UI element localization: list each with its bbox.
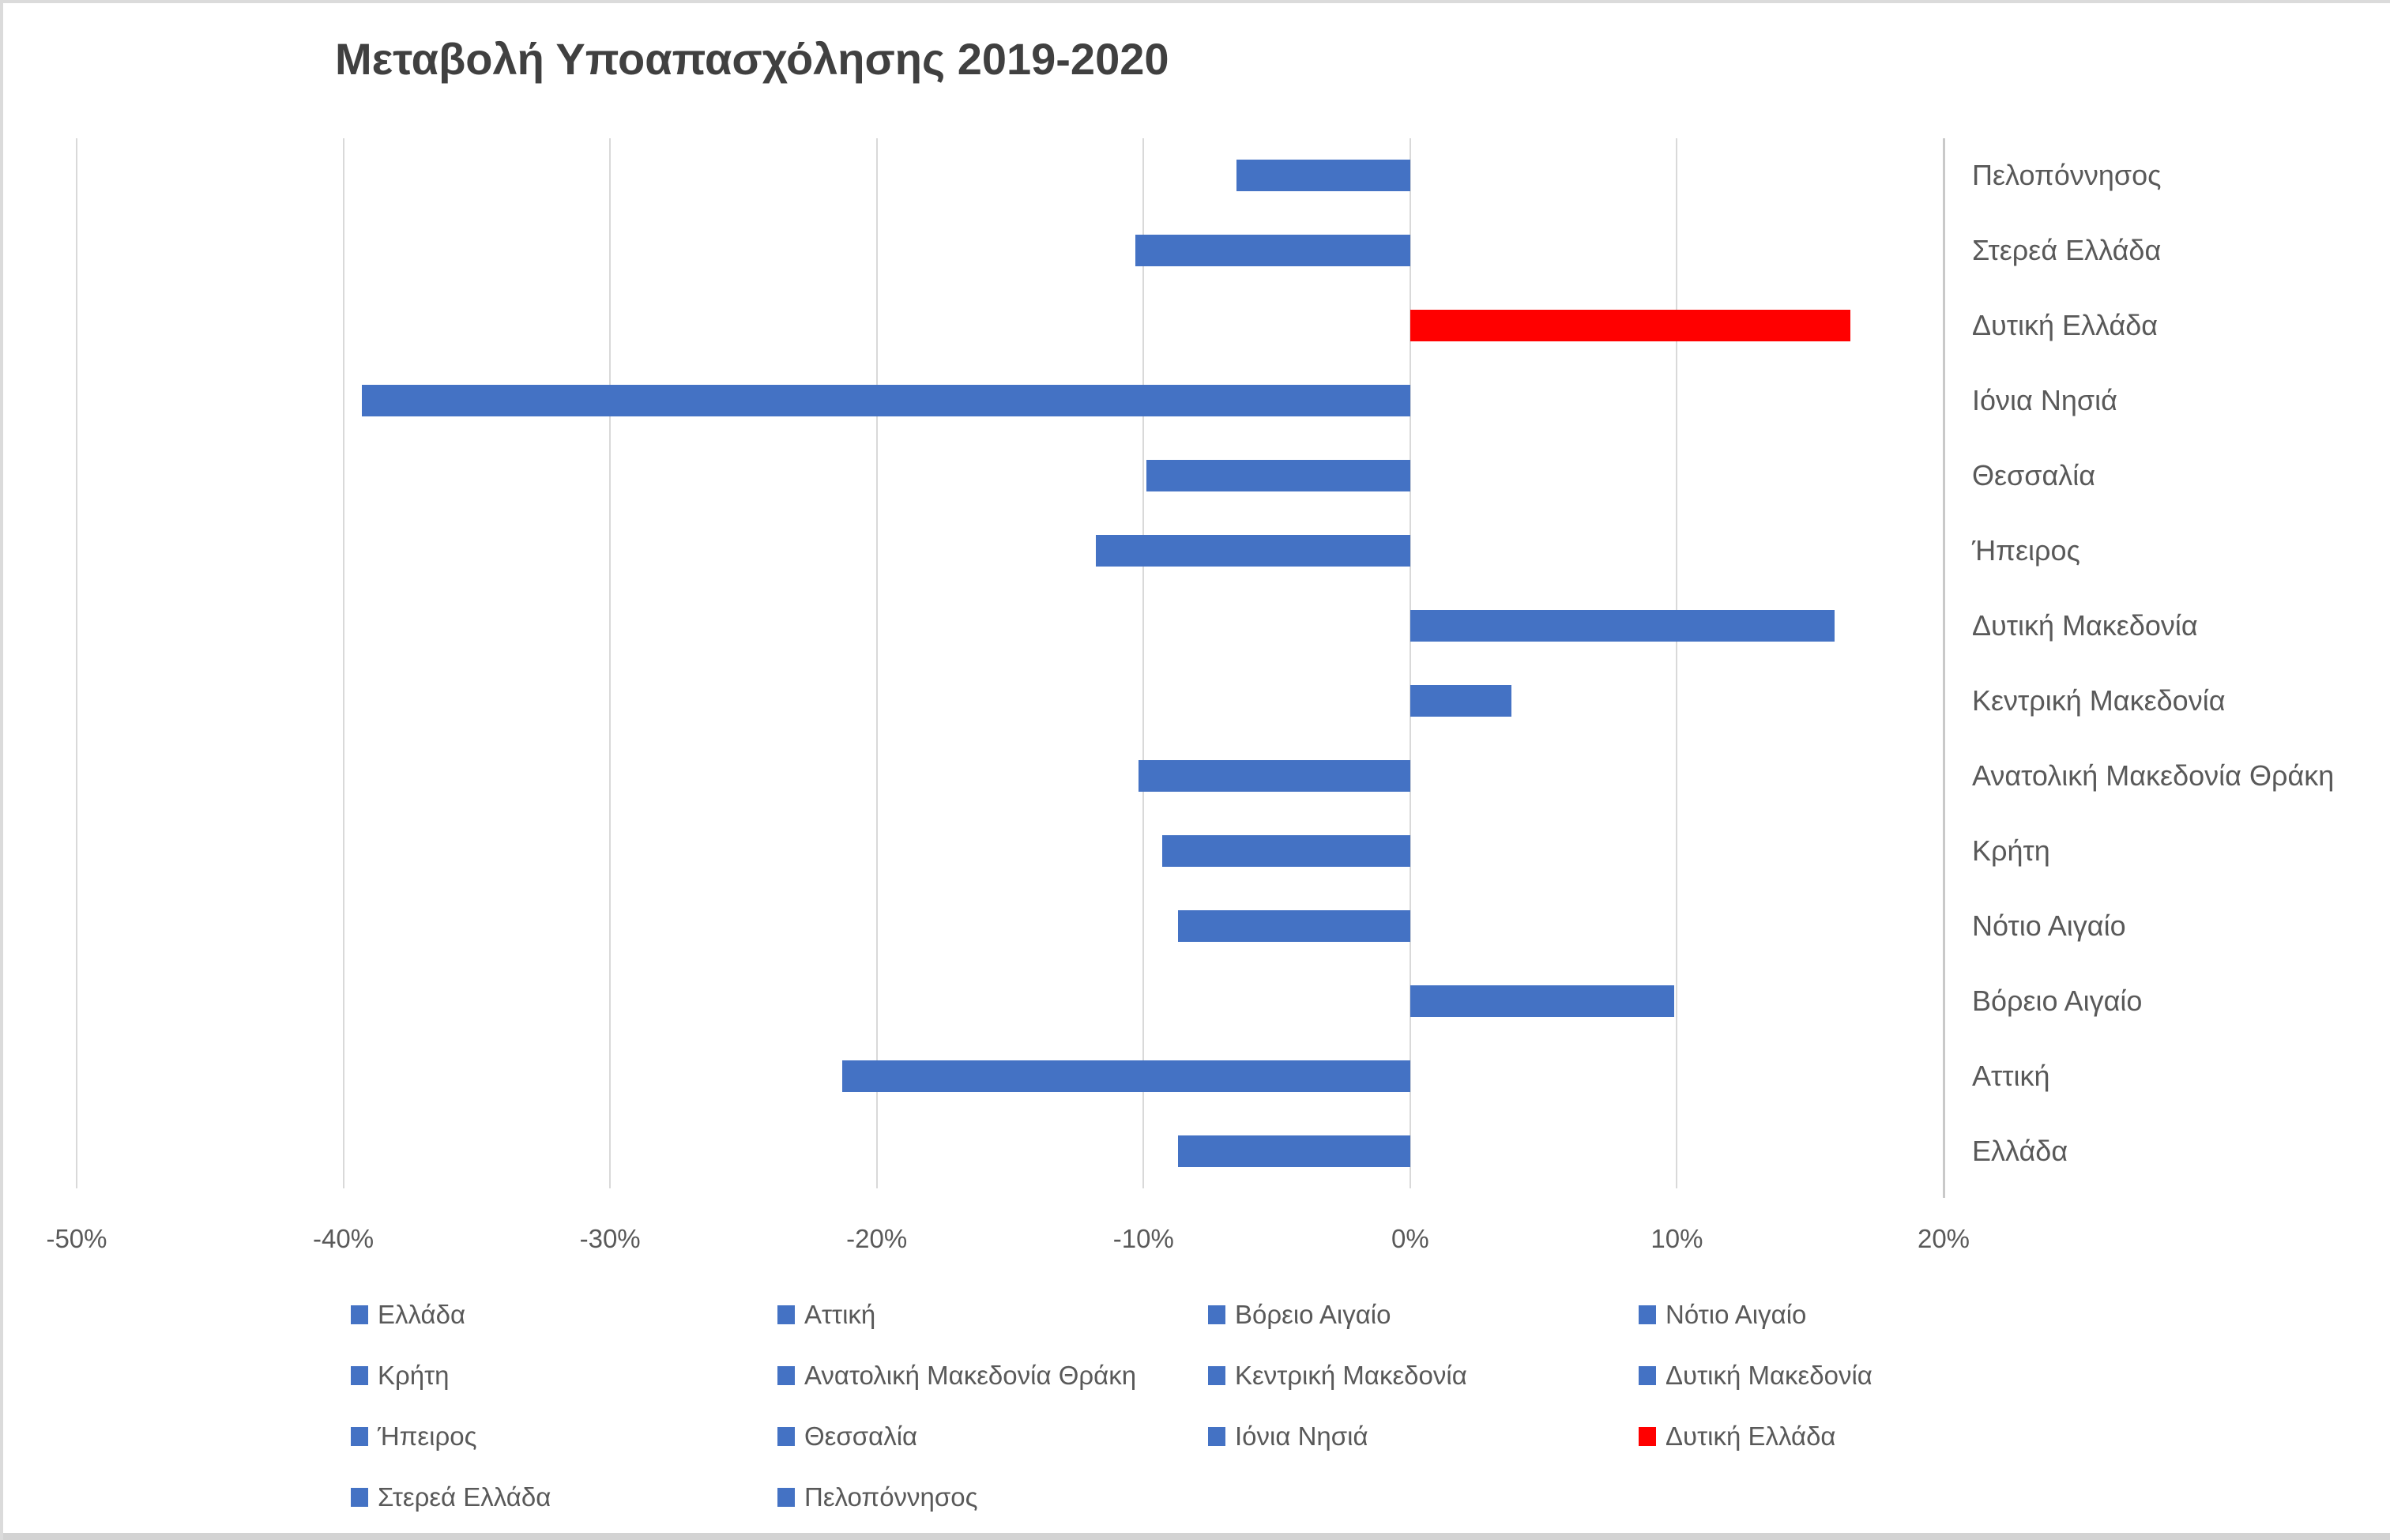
legend-swatch-icon [351, 1427, 368, 1446]
legend-swatch-icon [351, 1488, 368, 1507]
legend-item-Ελλάδα[interactable]: Ελλάδα [351, 1297, 465, 1332]
gridline--50% [76, 138, 77, 1188]
category-label: Ανατολική Μακεδονία Θράκη [1972, 759, 2335, 792]
legend-label: Ανατολική Μακεδονία Θράκη [804, 1361, 1137, 1390]
x-tick-label: -30% [579, 1224, 641, 1253]
legend-item-Δυτική Ελλάδα[interactable]: Δυτική Ελλάδα [1639, 1419, 1836, 1454]
legend-label: Αττική [804, 1300, 876, 1329]
gridline-0% [1409, 138, 1411, 1188]
category-label: Θεσσαλία [1972, 459, 2096, 492]
bar-Αττική[interactable] [841, 1060, 1410, 1092]
legend-label: Νότιο Αιγαίο [1665, 1300, 1807, 1329]
legend-item-Πελοπόννησος[interactable]: Πελοπόννησος [777, 1480, 978, 1515]
gridline--20% [875, 138, 878, 1188]
category-label: Ήπειρος [1972, 534, 2080, 567]
legend-label: Θεσσαλία [804, 1421, 918, 1451]
x-tick-label: -50% [46, 1224, 107, 1253]
bar-Κεντρική Μακεδονία[interactable] [1410, 684, 1512, 717]
x-tick-label: -40% [313, 1224, 374, 1253]
x-tick-label: -10% [1112, 1224, 1174, 1253]
legend-swatch-icon [777, 1488, 795, 1507]
category-label: Αττική [1972, 1059, 2050, 1092]
window-bottom-edge [3, 1533, 2390, 1540]
legend-swatch-icon [1208, 1366, 1225, 1385]
bar-Βόρειο Αιγαίο[interactable] [1410, 985, 1675, 1017]
bar-Ελλάδα[interactable] [1178, 1135, 1410, 1167]
bar-Ήπειρος[interactable] [1095, 535, 1410, 567]
legend-label: Ήπειρος [378, 1421, 477, 1451]
legend-swatch-icon [1639, 1427, 1656, 1446]
legend-label: Βόρειο Αιγαίο [1235, 1300, 1391, 1329]
gridline--10% [1142, 138, 1145, 1188]
legend-item-Αττική[interactable]: Αττική [777, 1297, 875, 1332]
legend-label: Δυτική Μακεδονία [1665, 1361, 1872, 1390]
category-label: Βόρειο Αιγαίο [1972, 984, 2143, 1017]
category-label: Κρήτη [1972, 834, 2050, 867]
category-label: Κεντρική Μακεδονία [1972, 683, 2226, 717]
bar-Ιόνια Νησιά[interactable] [362, 385, 1410, 417]
legend-item-Ανατολική Μακεδονία Θράκη[interactable]: Ανατολική Μακεδονία Θράκη [777, 1358, 1136, 1393]
legend-swatch-icon [777, 1305, 795, 1324]
legend-item-Στερεά Ελλάδα[interactable]: Στερεά Ελλάδα [351, 1480, 551, 1515]
gridline-10% [1676, 138, 1678, 1188]
legend-label: Στερεά Ελλάδα [378, 1482, 551, 1512]
legend-item-Ήπειρος[interactable]: Ήπειρος [351, 1419, 477, 1454]
x-tick-label: 10% [1650, 1224, 1703, 1253]
legend-item-Δυτική Μακεδονία[interactable]: Δυτική Μακεδονία [1639, 1358, 1872, 1393]
bar-Δυτική Ελλάδα[interactable] [1410, 310, 1850, 342]
x-tick-label: 20% [1917, 1224, 1970, 1253]
legend-label: Πελοπόννησος [804, 1482, 978, 1512]
legend-item-Βόρειο Αιγαίο[interactable]: Βόρειο Αιγαίο [1208, 1297, 1391, 1332]
gridline--30% [609, 138, 612, 1188]
bar-Δυτική Μακεδονία[interactable] [1410, 610, 1835, 642]
legend-swatch-icon [351, 1305, 368, 1324]
legend-item-Θεσσαλία[interactable]: Θεσσαλία [777, 1419, 917, 1454]
category-label: Δυτική Μακεδονία [1972, 609, 2198, 642]
legend-label: Δυτική Ελλάδα [1665, 1421, 1836, 1451]
legend-swatch-icon [1639, 1305, 1656, 1324]
category-label: Δυτική Ελλάδα [1972, 309, 2159, 342]
bar-Πελοπόννησος[interactable] [1236, 160, 1410, 192]
legend-swatch-icon [777, 1366, 795, 1385]
category-label: Πελοπόννησος [1972, 159, 2162, 192]
category-label: Ιόνια Νησιά [1972, 384, 2117, 417]
legend-swatch-icon [1208, 1305, 1225, 1324]
legend-item-Νότιο Αιγαίο[interactable]: Νότιο Αιγαίο [1639, 1297, 1806, 1332]
legend-swatch-icon [351, 1366, 368, 1385]
category-label: Στερεά Ελλάδα [1972, 234, 2162, 267]
gridline--40% [342, 138, 344, 1188]
chart-title: Μεταβολή Υποαπασχόλησης 2019-2020 [335, 34, 1169, 84]
legend-swatch-icon [1639, 1366, 1656, 1385]
legend-swatch-icon [1208, 1427, 1225, 1446]
category-label: Ελλάδα [1972, 1134, 2068, 1167]
bar-Ανατολική Μακεδονία Θράκη[interactable] [1138, 759, 1410, 792]
legend-swatch-icon [777, 1427, 795, 1446]
category-label: Νότιο Αιγαίο [1972, 909, 2126, 942]
legend-label: Ελλάδα [378, 1300, 466, 1329]
legend-label: Κεντρική Μακεδονία [1235, 1361, 1467, 1390]
bar-Στερεά Ελλάδα[interactable] [1135, 235, 1410, 267]
category-axis-line [1943, 138, 1945, 1198]
legend-item-Κεντρική Μακεδονία[interactable]: Κεντρική Μακεδονία [1208, 1358, 1467, 1393]
x-tick-label: -20% [846, 1224, 908, 1253]
bar-Νότιο Αιγαίο[interactable] [1178, 909, 1410, 942]
legend-label: Κρήτη [378, 1361, 450, 1390]
bar-Θεσσαλία[interactable] [1146, 460, 1410, 492]
legend-item-Ιόνια Νησιά[interactable]: Ιόνια Νησιά [1208, 1419, 1368, 1454]
legend-item-Κρήτη[interactable]: Κρήτη [351, 1358, 450, 1393]
x-tick-label: 0% [1391, 1224, 1429, 1253]
bar-Κρήτη[interactable] [1161, 834, 1410, 867]
legend-label: Ιόνια Νησιά [1235, 1421, 1368, 1451]
